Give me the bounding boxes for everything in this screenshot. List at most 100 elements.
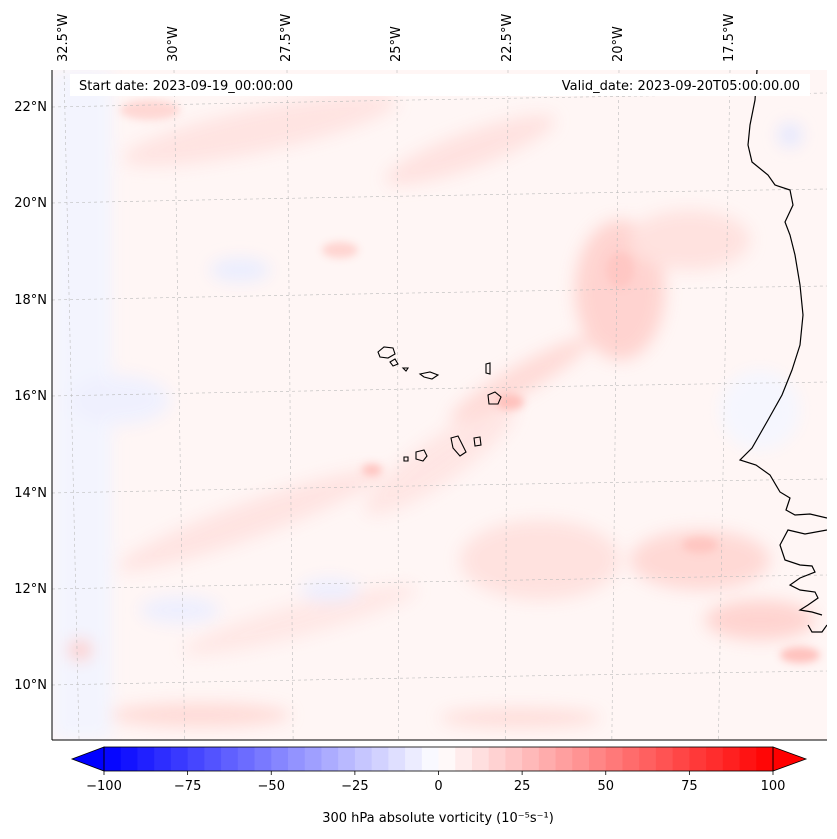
colorbar-bin bbox=[388, 747, 406, 771]
colorbar-bin bbox=[120, 747, 138, 771]
colorbar-tick-label: 75 bbox=[681, 779, 698, 794]
longitude-labels: 32.5°W 30°W 27.5°W 25°W 22.5°W 20°W 17.5… bbox=[56, 14, 737, 62]
colorbar-bin bbox=[639, 747, 657, 771]
colorbar-max-extend bbox=[772, 746, 808, 772]
colorbar-tick-label: 0 bbox=[434, 779, 442, 794]
lat-label-16n: 16°N bbox=[14, 389, 47, 404]
colorbar-bin bbox=[455, 747, 473, 771]
colorbar-bin bbox=[421, 747, 439, 771]
parallel-line bbox=[52, 574, 827, 590]
gridlines bbox=[52, 70, 827, 740]
island-boa-vista bbox=[487, 391, 502, 405]
island-sal bbox=[485, 362, 491, 375]
lat-label-10n: 10°N bbox=[14, 678, 47, 693]
map-background bbox=[52, 70, 827, 740]
lat-label-20n: 20°N bbox=[14, 196, 47, 211]
meridian-line bbox=[173, 70, 185, 740]
parallel-line bbox=[52, 478, 827, 494]
colorbar-tick-label: −50 bbox=[258, 779, 285, 794]
lon-label-25w: 25°W bbox=[389, 26, 404, 62]
island-maio bbox=[473, 436, 482, 447]
colorbar-bin bbox=[488, 747, 506, 771]
colorbar: −100 −75 −50 −25 0 25 50 75 100 300 hPa absolute… bbox=[70, 746, 808, 826]
colorbar-bin bbox=[438, 747, 456, 771]
parallel-line bbox=[52, 285, 827, 301]
colorbar-tick-label: −75 bbox=[174, 779, 201, 794]
meridian-line bbox=[611, 70, 620, 740]
lat-label-14n: 14°N bbox=[14, 486, 47, 501]
colorbar-bin bbox=[271, 747, 289, 771]
colorbar-bin bbox=[672, 747, 690, 771]
colorbar-label: 300 hPa absolute vorticity (10⁻⁵s⁻¹) bbox=[322, 811, 554, 826]
colorbar-bin bbox=[505, 747, 523, 771]
lon-label-20w: 20°W bbox=[611, 26, 626, 62]
colorbar-tick-label: −100 bbox=[86, 779, 122, 794]
meridian-line bbox=[396, 70, 400, 740]
colorbar-bin bbox=[204, 747, 222, 771]
colorbar-bin bbox=[154, 747, 172, 771]
colorbar-bin bbox=[655, 747, 674, 771]
island-sao-vicente bbox=[389, 358, 399, 367]
parallel-line bbox=[52, 381, 827, 397]
colorbar-tick-label: 25 bbox=[514, 779, 531, 794]
island-santiago bbox=[450, 435, 467, 457]
island-santo-antao bbox=[377, 346, 396, 359]
colorbar-bin bbox=[522, 747, 540, 771]
meridian-line bbox=[286, 70, 294, 740]
colorbar-bin bbox=[287, 747, 306, 771]
colorbar-tick-label: 50 bbox=[597, 779, 614, 794]
colorbar-bin bbox=[405, 747, 423, 771]
colorbar-min-extend bbox=[70, 746, 105, 772]
colorbar-bin bbox=[137, 747, 155, 771]
colorbar-tick-label: 100 bbox=[761, 779, 786, 794]
meridian-line bbox=[718, 70, 731, 740]
colorbar-bin bbox=[304, 747, 322, 771]
colorbar-bins bbox=[104, 747, 774, 771]
colorbar-bin bbox=[589, 747, 607, 771]
parallel-line bbox=[52, 188, 827, 204]
colorbar-bin bbox=[187, 747, 205, 771]
colorbar-bin bbox=[605, 747, 623, 771]
parallel-line bbox=[52, 670, 827, 686]
lon-label-32-5w: 32.5°W bbox=[56, 14, 71, 62]
colorbar-bin bbox=[321, 747, 339, 771]
colorbar-ticks: −100 −75 −50 −25 0 25 50 75 100 bbox=[86, 771, 785, 794]
date-header-box bbox=[70, 74, 810, 96]
colorbar-bin bbox=[237, 747, 255, 771]
island-brava bbox=[403, 456, 409, 462]
colorbar-bin bbox=[254, 747, 272, 771]
colorbar-bin bbox=[722, 747, 740, 771]
colorbar-bin bbox=[338, 747, 356, 771]
vorticity-field-detail bbox=[120, 100, 820, 663]
lon-label-30w: 30°W bbox=[166, 26, 181, 62]
island-fogo bbox=[415, 449, 428, 462]
colorbar-field-name: 300 hPa absolute vorticity bbox=[322, 811, 492, 826]
colorbar-bin bbox=[170, 747, 189, 771]
colorbar-bin bbox=[371, 747, 389, 771]
colorbar-bin bbox=[572, 747, 590, 771]
colorbar-bin bbox=[555, 747, 573, 771]
meridian-line bbox=[63, 70, 80, 740]
colorbar-bin bbox=[706, 747, 724, 771]
africa-coastline bbox=[738, 70, 827, 633]
colorbar-bin bbox=[471, 747, 490, 771]
lat-label-22n: 22°N bbox=[14, 100, 47, 115]
colorbar-bin bbox=[739, 747, 757, 771]
lon-label-22-5w: 22.5°W bbox=[500, 14, 515, 62]
colorbar-tick-label: −25 bbox=[341, 779, 368, 794]
colorbar-bin bbox=[756, 747, 774, 771]
latitude-labels: 22°N 20°N 18°N 16°N 14°N 12°N 10°N bbox=[14, 100, 47, 693]
map-panel: Start date: 2023-09-19_00:00:00 Valid_da… bbox=[52, 70, 827, 740]
colorbar-bin bbox=[354, 747, 373, 771]
cape-verde-islands bbox=[377, 346, 502, 462]
colorbar-bin bbox=[622, 747, 640, 771]
lon-label-17-5w: 17.5°W bbox=[722, 14, 737, 62]
start-date-label: Start date: 2023-09-19_00:00:00 bbox=[79, 79, 293, 94]
lat-label-18n: 18°N bbox=[14, 293, 47, 308]
island-santa-luzia bbox=[401, 367, 410, 372]
island-sao-nicolau bbox=[418, 371, 440, 380]
lon-label-27-5w: 27.5°W bbox=[279, 14, 294, 62]
vorticity-field bbox=[52, 70, 815, 740]
colorbar-bin bbox=[221, 747, 239, 771]
